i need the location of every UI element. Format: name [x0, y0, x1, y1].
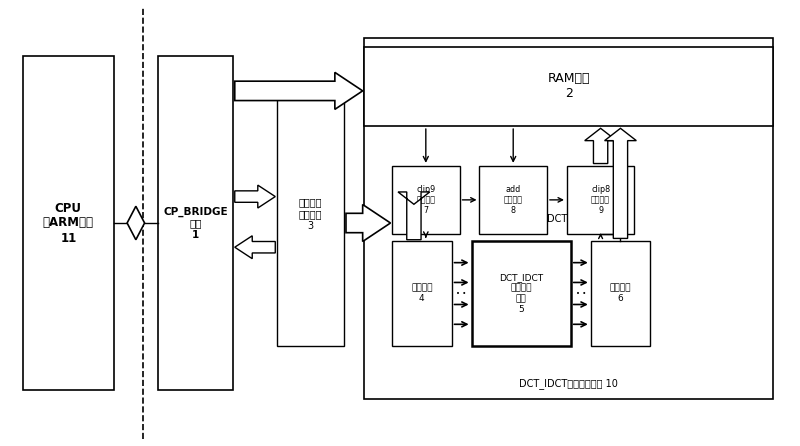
- Bar: [590, 241, 650, 347]
- Bar: [479, 166, 547, 234]
- Bar: [567, 166, 634, 234]
- Text: • •: • •: [576, 291, 586, 297]
- Polygon shape: [234, 185, 275, 208]
- Bar: [22, 56, 114, 390]
- Polygon shape: [127, 206, 145, 240]
- Bar: [158, 56, 233, 390]
- Polygon shape: [605, 128, 636, 239]
- Polygon shape: [398, 192, 430, 240]
- Text: DCT_IDCT二维运算模块 10: DCT_IDCT二维运算模块 10: [519, 213, 618, 224]
- Text: DCT_IDCT二维运算模块 10: DCT_IDCT二维运算模块 10: [519, 378, 618, 389]
- Polygon shape: [346, 205, 390, 241]
- Bar: [364, 47, 774, 126]
- Text: • •: • •: [457, 291, 466, 297]
- Text: add
运算模块
8: add 运算模块 8: [504, 185, 522, 215]
- Bar: [471, 241, 571, 347]
- Bar: [392, 241, 452, 347]
- Bar: [277, 82, 344, 347]
- Text: RAM模块
2: RAM模块 2: [547, 72, 590, 100]
- Text: CPU
（ARM核）
11: CPU （ARM核） 11: [43, 202, 94, 244]
- Bar: [364, 38, 774, 399]
- Bar: [392, 166, 459, 234]
- Polygon shape: [234, 72, 362, 109]
- Text: CP_BRIDGE
模块
1: CP_BRIDGE 模块 1: [163, 206, 228, 240]
- Polygon shape: [585, 128, 617, 164]
- Text: 输出缓存
6: 输出缓存 6: [610, 284, 631, 303]
- Text: DCT_IDCT
一维运算
模块
5: DCT_IDCT 一维运算 模块 5: [499, 273, 543, 314]
- Polygon shape: [234, 236, 275, 259]
- Text: 控制和状
态寄存器
3: 控制和状 态寄存器 3: [299, 198, 322, 231]
- Text: 输入缓存
4: 输入缓存 4: [411, 284, 433, 303]
- Text: clip8
运算模块
9: clip8 运算模块 9: [591, 185, 610, 215]
- Text: clip9
运算模块
7: clip9 运算模块 7: [416, 185, 435, 215]
